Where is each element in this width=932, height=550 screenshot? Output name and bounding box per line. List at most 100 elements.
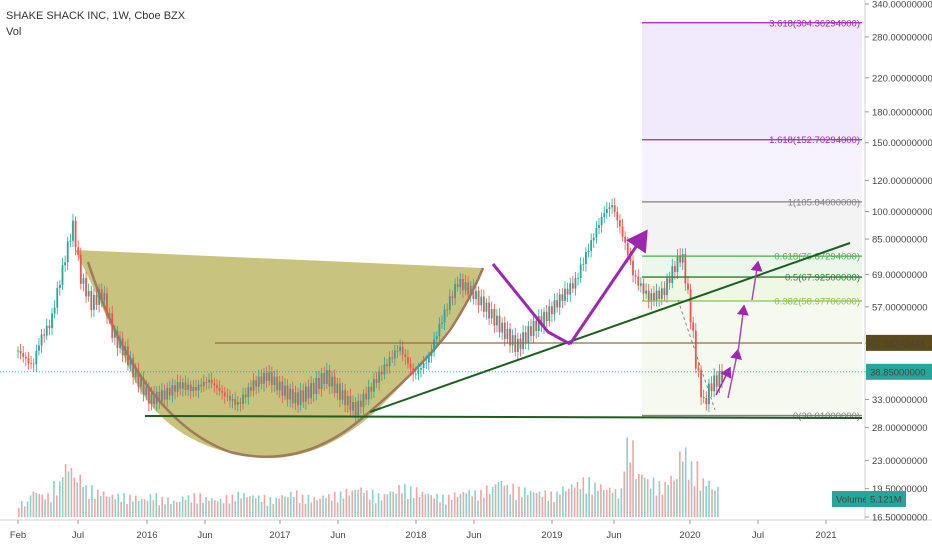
candle-body [647, 290, 650, 302]
volume-bar [439, 502, 441, 517]
price-axis[interactable]: 340.00000000 280.00000000 220.00000000 180.… [865, 0, 932, 524]
volume-bar [681, 461, 684, 517]
volume-bar [143, 499, 146, 517]
y-tick-label: 19.50000000 [872, 484, 927, 495]
candle-body [694, 330, 697, 369]
candle-body [218, 387, 221, 391]
volume-bar [488, 494, 491, 517]
candle-body [658, 290, 661, 299]
volume-bar [102, 491, 105, 517]
volume-bar [588, 477, 590, 517]
candle-body [435, 336, 438, 340]
volume-bar [605, 489, 608, 517]
candle-body [532, 320, 535, 337]
candle-body [22, 353, 25, 357]
volume-bar [708, 480, 710, 517]
volume-bar [64, 464, 67, 517]
fib-label: 1(105.84000000) [788, 197, 860, 208]
fib-zone [642, 201, 862, 257]
candle-body [443, 309, 446, 323]
volume-bar [234, 501, 237, 517]
candle-body [307, 386, 310, 399]
volume-bar [50, 502, 52, 517]
candle-body [35, 350, 38, 365]
volume-bar [567, 488, 570, 517]
candle-body [200, 384, 203, 387]
fib-zone [642, 22, 862, 140]
volume-bar [164, 504, 166, 517]
volume-bar [313, 497, 316, 517]
candle-body [501, 322, 504, 333]
candle-body [611, 205, 613, 208]
volume-bar [617, 498, 620, 517]
volume-bar [456, 497, 459, 517]
candle-body [328, 370, 331, 387]
candle-body [242, 394, 244, 404]
candle-body [650, 293, 653, 302]
candle-body [56, 287, 59, 308]
candle-body [673, 266, 676, 272]
volume-bar [114, 499, 117, 517]
price-badge [866, 363, 932, 380]
candle-body [639, 283, 642, 286]
x-tick-label: Jun [466, 530, 481, 541]
candle-body [61, 265, 64, 285]
candle-body [158, 391, 161, 402]
x-tick-label: Jun [197, 530, 212, 541]
volume-bar [325, 497, 327, 517]
volume-bar [483, 497, 485, 517]
volume-bar [453, 492, 456, 517]
volume-bar [380, 500, 383, 517]
volume-bar [23, 506, 26, 517]
candle-body [231, 399, 234, 401]
candle-body [281, 381, 284, 396]
volume-bar [418, 497, 421, 517]
candle-body [399, 346, 401, 351]
volume-bar [58, 481, 61, 517]
fib-label: 0(30.01000000) [793, 411, 860, 422]
candle-body [469, 285, 472, 295]
symbol-title: SHAKE SHACK INC, 1W, Cboe BZX [6, 10, 186, 22]
volume-bar [99, 495, 102, 517]
candle-body [550, 306, 553, 315]
volume-bar [149, 494, 152, 517]
candle-body [613, 205, 616, 212]
volume-bar [345, 488, 348, 517]
cup-pattern [75, 250, 485, 459]
candle-body [454, 284, 456, 299]
x-tick-label: 2018 [405, 530, 426, 541]
candle-body [488, 302, 490, 319]
candle-body [30, 363, 32, 364]
price-badge-label: 38.85000000 [870, 367, 925, 378]
candle-body [19, 350, 22, 354]
volume-bar [702, 478, 705, 517]
candle-body [404, 354, 407, 358]
candle-body [715, 375, 718, 387]
target-arrow [727, 348, 743, 399]
candle-body [302, 390, 305, 402]
fib-label: 0.5(67.92500000) [785, 273, 860, 284]
volume-bar [620, 488, 623, 517]
candle-body [441, 322, 443, 324]
candle-body [181, 382, 184, 389]
time-axis[interactable]: Feb Jul 2016 Jun 2017 Jun 2018 Jun 2019 Jun 2020 Ju… [10, 520, 837, 541]
candle-body [145, 387, 148, 395]
candle-body [27, 358, 30, 364]
volume-bar [717, 487, 719, 517]
volume-bar [687, 479, 690, 517]
x-tick-label: Jul [72, 530, 84, 541]
candle-body [79, 254, 82, 284]
volume-bar [529, 490, 532, 517]
volume-bar [260, 501, 263, 517]
volume-bar [597, 490, 599, 517]
volume-bar [603, 490, 605, 517]
volume-bar [88, 498, 90, 517]
volume-bar [559, 494, 561, 517]
volume-bar [254, 498, 257, 517]
candle-body [498, 315, 501, 333]
candle-body [352, 402, 354, 411]
candle-body [553, 300, 556, 315]
candle-body [119, 338, 121, 349]
volume-bar [535, 492, 538, 517]
